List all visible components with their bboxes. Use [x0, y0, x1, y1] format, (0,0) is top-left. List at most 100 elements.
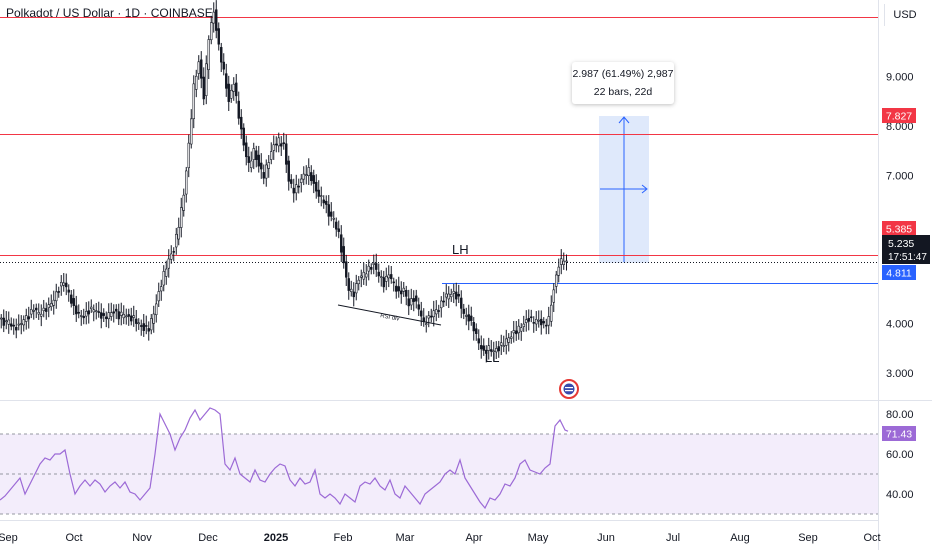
- candle: [100, 303, 103, 329]
- candle: [372, 254, 375, 275]
- candle: [115, 304, 118, 320]
- candle: [505, 329, 508, 355]
- price-tick-label: 7.000: [886, 170, 914, 182]
- time-tick-label: Aug: [730, 532, 750, 544]
- candle: [57, 286, 60, 298]
- candle: [112, 304, 115, 323]
- candle: [335, 217, 338, 237]
- candle: [452, 283, 455, 304]
- candle: [450, 288, 453, 302]
- candle: [232, 77, 235, 101]
- candle: [530, 309, 533, 323]
- price-tick-label: 3.000: [886, 368, 914, 380]
- candle: [412, 290, 415, 312]
- candle: [315, 174, 318, 199]
- candles: [0, 0, 568, 363]
- candle: [395, 279, 398, 299]
- rsi-axis[interactable]: 40.00 60.00 80.00: [886, 409, 914, 501]
- candle: [87, 301, 90, 324]
- candle: [197, 55, 200, 80]
- tag-support-text: 4.811: [886, 268, 912, 280]
- lh-label: LH: [452, 242, 469, 257]
- tag-r1: 7.827: [882, 108, 916, 123]
- candle: [270, 142, 273, 165]
- time-tick-label: Sep: [798, 532, 818, 544]
- candle: [160, 279, 163, 301]
- candle: [292, 178, 295, 203]
- candle: [332, 211, 335, 228]
- candle: [547, 306, 550, 335]
- candle: [52, 290, 55, 315]
- candle: [557, 258, 560, 283]
- candle: [230, 84, 233, 103]
- candle: [382, 270, 385, 293]
- candle: [555, 270, 558, 294]
- candle: [200, 51, 203, 89]
- candle: [122, 305, 125, 325]
- candle: [537, 310, 540, 328]
- candle: [377, 263, 380, 283]
- candle: [305, 165, 308, 185]
- candle: [190, 109, 193, 149]
- candle: [257, 145, 260, 173]
- tag-countdown-text: 17:51:47: [888, 252, 927, 263]
- candle: [350, 280, 353, 297]
- candle: [515, 320, 518, 341]
- candle: [130, 307, 133, 326]
- candle: [135, 309, 138, 332]
- candle: [22, 315, 25, 332]
- candle: [165, 260, 168, 285]
- candle: [380, 270, 383, 287]
- measure-line-1: 2.987 (61.49%) 2,987: [572, 68, 674, 80]
- candle: [47, 297, 50, 318]
- candle: [420, 301, 423, 326]
- rsi-div-label: RSI div: [380, 313, 400, 323]
- candle: [552, 283, 555, 312]
- candle: [225, 63, 228, 97]
- candle: [15, 318, 18, 339]
- us-flag-event-icon[interactable]: [559, 379, 579, 399]
- symbol-title: Polkadot / US Dollar · 1D · COINBASE: [6, 6, 213, 20]
- candle: [220, 42, 223, 73]
- candle: [250, 151, 253, 173]
- candle: [317, 180, 320, 203]
- candle: [50, 294, 53, 311]
- candle: [397, 276, 400, 298]
- candle: [525, 310, 528, 332]
- candle: [517, 319, 520, 340]
- candle: [127, 308, 130, 326]
- candle: [425, 315, 428, 333]
- candle: [507, 333, 510, 352]
- candle: [445, 284, 448, 306]
- candle: [535, 311, 538, 331]
- candle: [70, 289, 73, 308]
- candle: [375, 253, 378, 277]
- candle: [65, 273, 68, 296]
- candle: [132, 305, 135, 327]
- candle: [0, 314, 3, 329]
- candle: [300, 174, 303, 193]
- candle: [497, 340, 500, 358]
- rsi-pane: [0, 407, 878, 515]
- candle: [125, 308, 128, 325]
- time-tick-label: Sep: [0, 532, 18, 544]
- time-axis[interactable]: Sep Oct Nov Dec 2025 Feb Mar Apr May Jun Jul Aug Sep…: [0, 532, 881, 544]
- currency-selector[interactable]: USD: [884, 4, 925, 26]
- candle: [385, 267, 388, 291]
- candle: [460, 290, 463, 319]
- candle: [27, 306, 30, 329]
- candle: [120, 302, 123, 326]
- horizontal-levels: [0, 17, 878, 284]
- candle: [177, 217, 180, 246]
- candle: [62, 273, 65, 292]
- tag-r2-text: 5.385: [886, 224, 912, 236]
- candle: [440, 296, 443, 318]
- candle: [387, 265, 390, 288]
- candle: [400, 281, 403, 304]
- candle: [137, 318, 140, 330]
- candle: [545, 318, 548, 335]
- price-tick-label: 8.000: [886, 121, 914, 133]
- candle: [12, 318, 15, 335]
- candle: [187, 134, 190, 178]
